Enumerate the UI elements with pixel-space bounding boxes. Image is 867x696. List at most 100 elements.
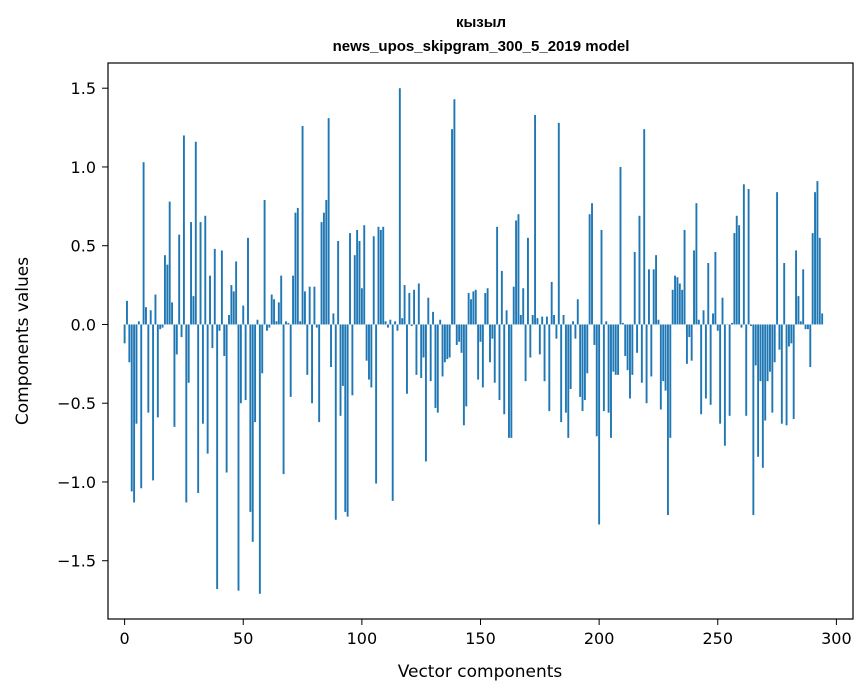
bar-236: [683, 229, 686, 325]
bar-81: [315, 324, 318, 328]
bar-97: [353, 255, 356, 325]
bar-241: [695, 203, 698, 325]
bar-183: [557, 122, 560, 325]
bar-23: [178, 234, 181, 325]
bar-235: [681, 289, 684, 325]
bar-85: [325, 200, 328, 325]
bar-89: [334, 324, 337, 520]
bar-192: [579, 324, 582, 397]
bar-12: [152, 324, 155, 481]
bar-224: [655, 255, 658, 325]
bar-95: [349, 233, 351, 325]
bar-194: [583, 324, 586, 401]
bar-3: [130, 324, 133, 492]
bar-4: [133, 324, 136, 503]
bar-231: [671, 289, 674, 325]
bar-107: [377, 226, 380, 325]
bar-278: [783, 263, 786, 325]
bar-151: [481, 324, 484, 388]
bar-88: [332, 313, 335, 325]
bar-193: [581, 324, 584, 412]
bar-111: [387, 324, 389, 328]
bar-255: [728, 324, 731, 416]
bar-64: [275, 321, 278, 325]
bar-240: [693, 250, 695, 325]
bar-227: [662, 324, 665, 382]
bar-45: [230, 285, 233, 325]
bar-187: [567, 324, 570, 438]
bar-219: [643, 129, 646, 325]
bar-161: [505, 310, 508, 325]
bar-218: [640, 324, 643, 383]
bar-108: [379, 229, 382, 325]
bar-124: [417, 283, 420, 325]
bar-248: [712, 313, 714, 325]
x-tick-label: 250: [702, 629, 733, 648]
x-tick-label: 300: [821, 629, 852, 648]
bar-243: [700, 324, 703, 415]
bar-275: [776, 192, 779, 325]
bar-137: [448, 324, 451, 358]
bar-207: [614, 324, 617, 375]
bar-27: [187, 324, 190, 383]
bar-126: [422, 324, 425, 358]
bar-239: [690, 324, 693, 361]
bar-69: [287, 322, 290, 325]
bar-157: [496, 226, 499, 325]
bar-162: [508, 324, 510, 438]
bar-133: [439, 319, 442, 325]
bar-98: [356, 229, 359, 325]
bar-225: [657, 319, 660, 325]
bar-263: [747, 189, 750, 325]
bar-208: [617, 324, 620, 375]
bar-217: [638, 215, 641, 325]
bar-232: [674, 275, 677, 325]
bar-165: [515, 220, 518, 325]
bar-30: [194, 141, 197, 325]
bar-122: [413, 289, 416, 325]
bar-154: [489, 324, 491, 363]
bar-5: [135, 324, 138, 424]
bar-292: [816, 181, 819, 325]
bar-276: [778, 324, 781, 350]
bar-136: [446, 324, 449, 360]
bar-199: [595, 324, 598, 437]
bar-13: [154, 294, 157, 325]
bar-252: [721, 297, 724, 325]
bar-68: [285, 321, 287, 325]
bar-191: [576, 299, 579, 325]
bar-112: [389, 319, 392, 325]
bar-140: [455, 324, 458, 345]
bar-82: [318, 324, 321, 423]
x-axis-ticks: 0 50 100 150 200 250 300: [120, 619, 852, 648]
bar-117: [401, 318, 404, 325]
bar-93: [344, 324, 347, 512]
bar-87: [330, 324, 332, 367]
y-tick-label: 1.5: [71, 79, 96, 98]
bar-71: [292, 275, 295, 325]
bar-177: [543, 324, 546, 382]
bar-269: [761, 324, 764, 468]
bar-75: [301, 126, 304, 325]
bar-10: [147, 324, 150, 413]
bar-206: [612, 324, 615, 372]
bar-212: [626, 324, 629, 371]
bar-258: [735, 215, 738, 325]
x-axis-label: Vector components: [398, 662, 563, 682]
bar-43: [225, 324, 228, 473]
bar-127: [424, 324, 427, 462]
bar-229: [666, 324, 669, 516]
bar-265: [752, 324, 755, 516]
bar-180: [550, 281, 553, 325]
bar-36: [209, 275, 211, 325]
bar-113: [391, 324, 394, 501]
bar-74: [299, 321, 302, 325]
y-axis-ticks: −1.5 −1.0 −0.5 0.0 0.5 1.0 1.5: [57, 79, 108, 571]
bar-65: [277, 302, 280, 325]
x-tick-label: 200: [584, 629, 615, 648]
bar-167: [519, 315, 522, 325]
bar-125: [420, 324, 423, 379]
bar-166: [517, 214, 520, 325]
bar-213: [629, 324, 631, 399]
bar-294: [821, 313, 824, 325]
